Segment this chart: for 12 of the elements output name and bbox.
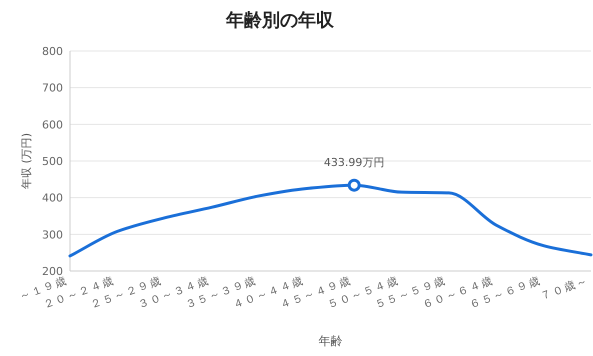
y-tick-label: 800 bbox=[42, 45, 63, 58]
y-tick-label: 700 bbox=[42, 82, 63, 95]
y-tick-label: 200 bbox=[42, 265, 63, 278]
y-tick-label: 600 bbox=[42, 118, 63, 132]
annotation: 433.99万円 bbox=[324, 156, 384, 170]
x-tick-label: ７０歳～ bbox=[538, 274, 590, 303]
y-tick-label: 500 bbox=[42, 155, 63, 168]
y-tick-label: 300 bbox=[42, 228, 63, 242]
x-axis-title: 年齢 bbox=[318, 334, 342, 348]
y-axis-title: 年収 (万円) bbox=[20, 132, 33, 190]
chart-title: 年齢別の年収 bbox=[225, 10, 335, 31]
y-tick-label: 400 bbox=[42, 192, 63, 205]
